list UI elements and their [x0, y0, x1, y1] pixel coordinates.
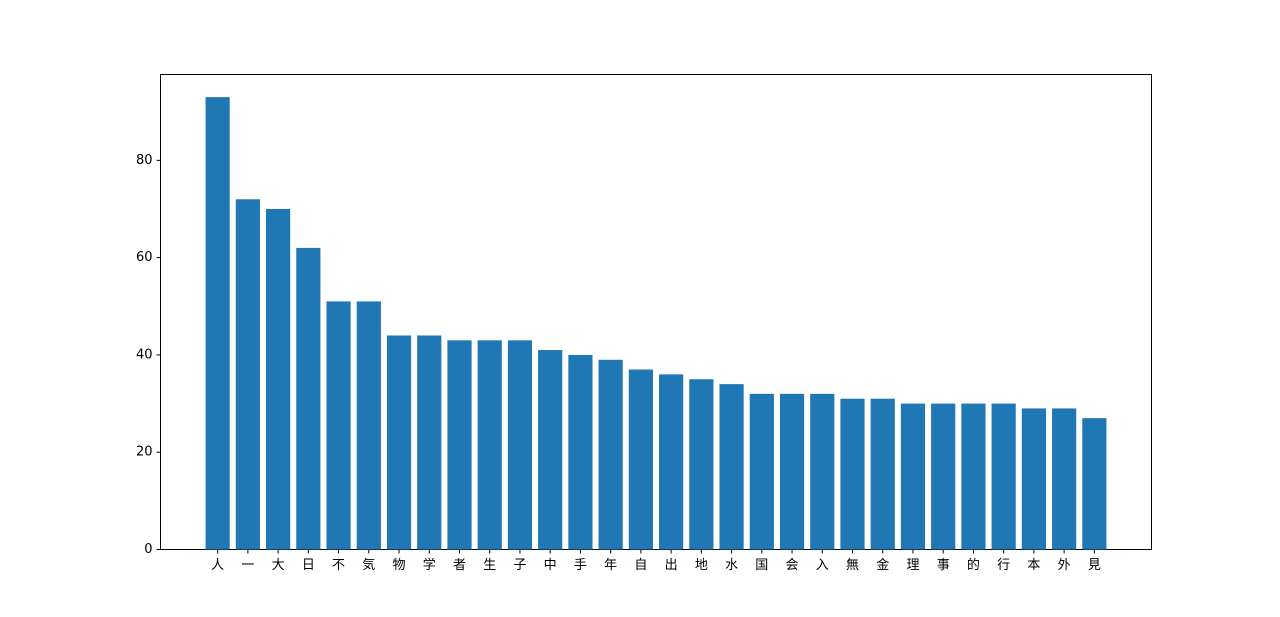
x-tick-label: 入 [816, 558, 829, 573]
x-tick-label: 学 [423, 557, 436, 573]
x-tick-label: 国 [755, 558, 768, 573]
bar [447, 340, 472, 550]
x-tick-label: 行 [997, 558, 1010, 573]
bar [840, 398, 865, 550]
x-tick-label: 生 [483, 558, 496, 573]
bar [266, 208, 291, 550]
bar [810, 393, 835, 550]
x-tick-label: 物 [393, 558, 406, 573]
bar [961, 403, 986, 550]
bar [235, 199, 260, 550]
y-tick-label: 40 [136, 347, 153, 362]
x-tick-label: 年 [604, 558, 617, 573]
bar [1082, 418, 1107, 550]
x-tick-label: 中 [544, 558, 557, 573]
plot-frame [160, 74, 1152, 550]
x-tick-label: 水 [725, 558, 738, 573]
x-tick-label: 人 [211, 558, 224, 573]
x-tick-label: 事 [937, 558, 950, 573]
x-tick-label: 理 [906, 558, 919, 573]
bar [477, 340, 502, 550]
bar [598, 359, 623, 550]
bar [356, 301, 381, 550]
bar [507, 340, 533, 550]
x-tick-label: 不 [332, 558, 345, 573]
bar [659, 374, 684, 550]
x-tick-label: 一 [241, 558, 254, 573]
x-tick-label: 自 [634, 558, 647, 573]
y-tick-label: 60 [136, 250, 153, 265]
bar [538, 350, 563, 550]
x-tick-label: 地 [695, 558, 708, 573]
x-tick-label: 見 [1088, 558, 1101, 573]
bar [900, 403, 926, 550]
bar [568, 354, 593, 550]
y-tick-label: 20 [136, 445, 153, 460]
x-tick-label: 的 [967, 557, 980, 573]
bar [386, 335, 412, 550]
bar [719, 384, 744, 550]
bar [1052, 408, 1077, 550]
bar [991, 403, 1016, 550]
bar [749, 393, 774, 550]
x-tick-label: 者 [453, 558, 466, 573]
x-tick-label: 子 [513, 558, 526, 573]
x-tick-label: 本 [1027, 558, 1040, 573]
bar [417, 335, 442, 550]
x-tick-label: 手 [574, 558, 587, 573]
x-tick-label: 出 [665, 558, 678, 573]
y-tick-label: 0 [144, 542, 152, 557]
y-tick-label: 80 [136, 153, 153, 168]
bar [326, 301, 351, 550]
x-tick-label: 金 [876, 557, 889, 573]
x-tick-label: 会 [786, 558, 799, 573]
x-tick-label: 外 [1058, 558, 1071, 573]
bar [870, 398, 895, 550]
bar [296, 247, 321, 550]
bar [931, 403, 956, 550]
x-tick-label: 気 [362, 557, 375, 573]
x-tick-label: 大 [272, 558, 285, 573]
bar [628, 369, 653, 550]
bar [689, 379, 714, 550]
bar [779, 393, 805, 550]
x-tick-label: 日 [302, 558, 315, 573]
bar [1021, 408, 1046, 550]
bar [205, 97, 230, 550]
x-tick-label: 無 [846, 558, 859, 573]
